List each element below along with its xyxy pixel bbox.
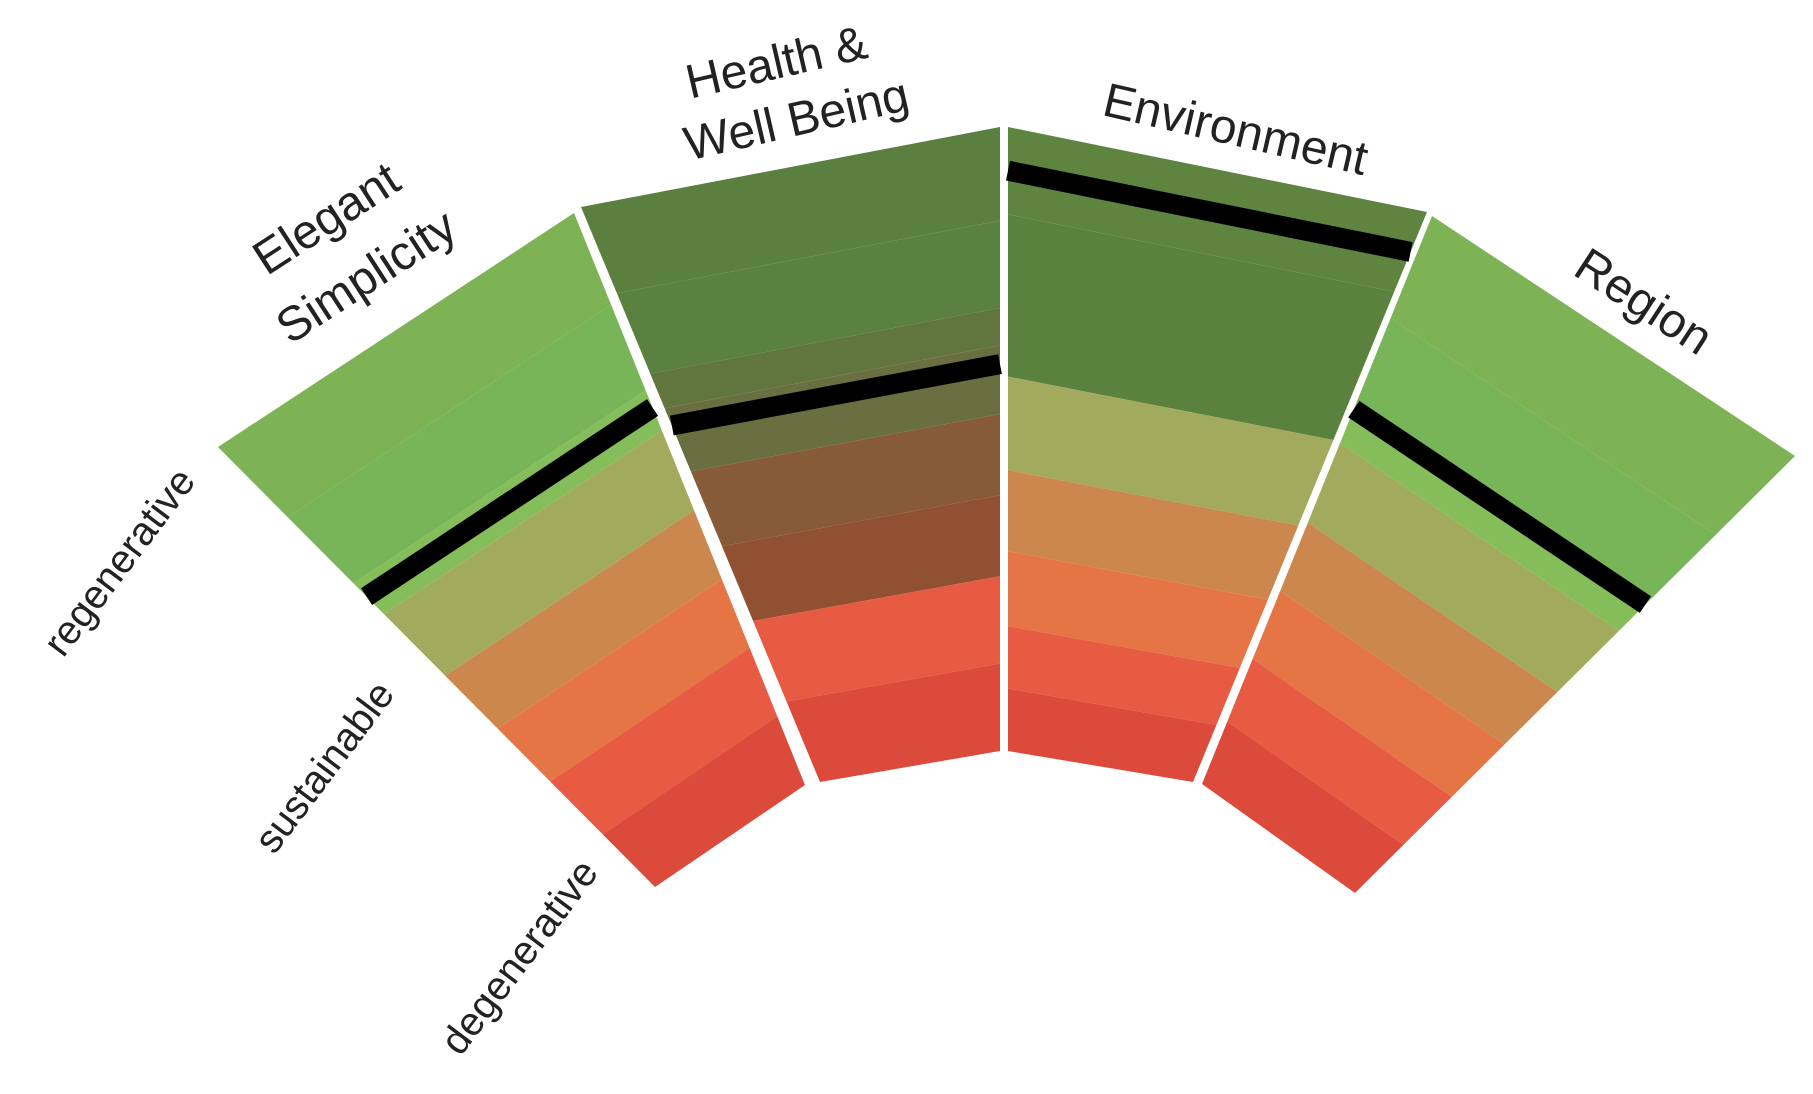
segment-environment-band-3 bbox=[1008, 376, 1334, 526]
segment-elegant-simplicity-band-5 bbox=[445, 510, 722, 729]
segment-region bbox=[1202, 216, 1795, 893]
segment-elegant-simplicity-level-marker bbox=[361, 399, 659, 605]
segment-elegant-simplicity-band-7 bbox=[550, 647, 778, 835]
segment-elegant-simplicity-band-4 bbox=[384, 430, 695, 676]
segment-environment bbox=[1006, 127, 1427, 782]
segment-elegant-simplicity-band-8 bbox=[602, 716, 805, 887]
segment-health-well-being-band-1 bbox=[581, 127, 1000, 294]
segment-health-well-being-band-6 bbox=[722, 495, 1000, 621]
segment-elegant-simplicity-band-1 bbox=[218, 213, 611, 518]
segment-region-band-1 bbox=[1390, 216, 1795, 535]
segment-environment-band-4 bbox=[1008, 470, 1299, 600]
segment-environment-band-5 bbox=[1008, 551, 1268, 668]
segment-region-band-8 bbox=[1202, 721, 1404, 893]
segment-elegant-simplicity-band-6 bbox=[497, 579, 750, 782]
segment-health-well-being-band-5 bbox=[690, 414, 1000, 547]
segment-environment-band-7 bbox=[1008, 688, 1217, 782]
scale-label-sustainable: sustainable bbox=[246, 673, 403, 861]
segment-region-band-7 bbox=[1227, 659, 1452, 845]
segment-region-band-4 bbox=[1307, 443, 1619, 692]
segment-region-band-6 bbox=[1252, 590, 1505, 797]
segments-layer bbox=[218, 127, 1795, 893]
segment-health-well-being-band-2 bbox=[616, 220, 1000, 374]
segment-environment-band-6 bbox=[1008, 626, 1240, 725]
segment-health-well-being-band-7 bbox=[753, 576, 1000, 702]
segment-health-well-being bbox=[581, 127, 1002, 782]
segment-elegant-simplicity bbox=[218, 213, 805, 887]
segment-health-well-being-band-3 bbox=[650, 308, 1000, 409]
scale-label-regenerative: regenerative bbox=[35, 460, 204, 664]
segment-health-well-being-band-8 bbox=[786, 663, 1000, 782]
segment-environment-band-2 bbox=[1008, 214, 1395, 440]
segment-region-level-marker bbox=[1348, 400, 1651, 613]
segment-region-band-5 bbox=[1280, 522, 1558, 745]
segment-health-well-being-level-marker bbox=[669, 354, 1002, 436]
segment-region-band-2 bbox=[1356, 318, 1716, 601]
scale-label-degenerative: degenerative bbox=[432, 852, 606, 1063]
segment-environment-level-marker bbox=[1006, 160, 1413, 262]
segment-elegant-simplicity-band-2 bbox=[287, 304, 646, 584]
